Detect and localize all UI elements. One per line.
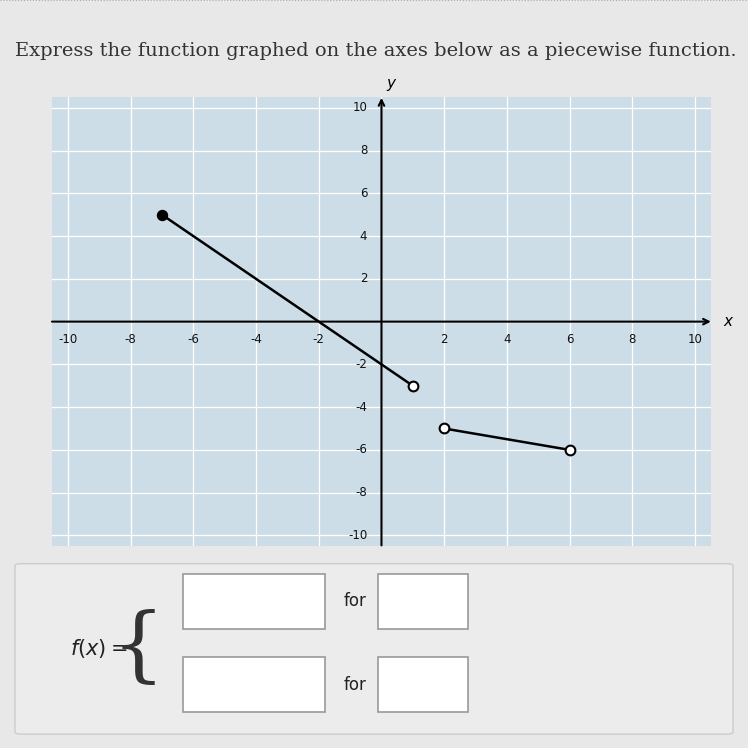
Text: 10: 10: [687, 334, 702, 346]
Text: Express the function graphed on the axes below as a piecewise function.: Express the function graphed on the axes…: [15, 43, 737, 61]
Text: 8: 8: [628, 334, 636, 346]
Text: y: y: [386, 76, 395, 91]
Text: -8: -8: [125, 334, 137, 346]
FancyBboxPatch shape: [378, 657, 468, 712]
Text: -6: -6: [188, 334, 200, 346]
Text: for: for: [344, 675, 367, 693]
Text: -10: -10: [58, 334, 78, 346]
Text: 10: 10: [352, 102, 367, 114]
Text: -10: -10: [348, 529, 367, 542]
FancyBboxPatch shape: [378, 574, 468, 629]
Text: x: x: [723, 314, 732, 329]
Text: 6: 6: [360, 187, 367, 200]
Text: -2: -2: [313, 334, 325, 346]
Text: {: {: [111, 609, 165, 689]
Text: -4: -4: [250, 334, 262, 346]
Text: -8: -8: [355, 486, 367, 499]
Text: 2: 2: [360, 272, 367, 286]
Text: 4: 4: [360, 230, 367, 242]
Text: 4: 4: [503, 334, 511, 346]
Text: -6: -6: [355, 444, 367, 456]
Text: -4: -4: [355, 401, 367, 414]
Text: 6: 6: [565, 334, 573, 346]
FancyBboxPatch shape: [15, 564, 733, 734]
Text: for: for: [344, 592, 367, 610]
Text: -2: -2: [355, 358, 367, 371]
Text: $f(x) =$: $f(x) =$: [70, 637, 127, 660]
Text: 2: 2: [441, 334, 448, 346]
FancyBboxPatch shape: [183, 574, 325, 629]
FancyBboxPatch shape: [183, 657, 325, 712]
Text: 8: 8: [360, 144, 367, 157]
